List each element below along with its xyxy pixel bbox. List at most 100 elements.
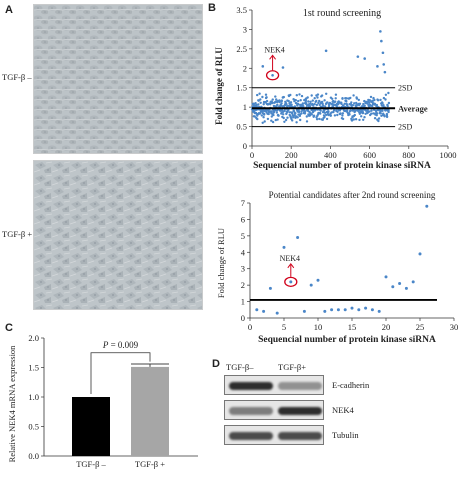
chart-b2-point: [336, 308, 340, 312]
chart-b1-point: [256, 114, 259, 117]
blot-strip: [224, 375, 324, 395]
chart-b1-point: [368, 110, 371, 113]
chart-b2-y-tick-label: 0: [241, 313, 245, 323]
chart-b1-point: [326, 101, 329, 104]
blot-band-label: Tubulin: [332, 430, 359, 440]
chart-c-axes: 0.0 0.5 1.0 1.5 2.0: [28, 333, 198, 461]
chart-b1-y-tick-label: 1: [243, 102, 247, 112]
blot-band: [278, 407, 322, 415]
chart-b2-point: [343, 308, 347, 312]
chart-b1-x-tick-label: 600: [363, 150, 376, 160]
chart-b2-point: [404, 286, 408, 290]
chart-b1-point: [372, 96, 375, 100]
chart-b1-point: [336, 110, 339, 114]
chart-b1-point: [385, 115, 389, 118]
chart-c-y-tick-label: 2.0: [28, 333, 39, 343]
chart-b1-point: [352, 118, 355, 121]
chart-b1-point: [368, 101, 371, 105]
chart-b1-point: [290, 103, 293, 106]
chart-b2-y-tick-label: 6: [241, 214, 245, 224]
chart-b1-point: [263, 120, 266, 123]
chart-b1-point: [260, 114, 263, 117]
chart-b1-point: [263, 112, 266, 116]
chart-b2-point: [357, 308, 361, 312]
chart-b1-point: [286, 116, 289, 119]
chart-b1-point: [334, 93, 338, 96]
chart-b1-point: [289, 101, 293, 104]
chart-b1-point: [310, 94, 313, 97]
chart-b1-point: [303, 112, 307, 115]
chart-b1-point: [379, 109, 382, 113]
chart-b1-point: [313, 103, 316, 106]
chart-b2-point: [370, 308, 374, 312]
chart-b1-point: [275, 111, 278, 114]
chart-b1-highlight-label: NEK4: [264, 45, 284, 54]
chart-b1-reference-label: 2SD: [398, 123, 412, 132]
chart-b1-point: [341, 97, 344, 100]
chart-b1-point: [358, 102, 362, 106]
blot-strip: [224, 425, 324, 445]
panel-a-letter: A: [5, 4, 13, 16]
tgf-plus-label: TGF-β +: [2, 229, 33, 239]
chart-b1-point: [385, 112, 389, 116]
chart-b1-point: [370, 109, 373, 112]
chart-b1-point: [261, 121, 264, 125]
chart-b1-point: [315, 118, 319, 121]
chart-b1-point: [319, 112, 322, 115]
chart-b1-point: [354, 109, 357, 112]
chart-b1-point: [256, 93, 259, 97]
chart-b1-point: [274, 95, 277, 98]
chart-b2-second-round: 0 1 2 3 4 5 6 7 0 5 10 15 20 25 30 NEK4 Potential cand…: [216, 190, 459, 345]
chart-b1-point: [270, 115, 273, 118]
chart-b1-point: [339, 112, 342, 115]
chart-b1-point: [381, 109, 384, 113]
chart-b1-point: [346, 109, 349, 112]
chart-b1-point: [340, 102, 343, 106]
chart-b1-y-tick-label: 0: [243, 141, 247, 151]
chart-b1-point: [271, 101, 274, 105]
chart-b1-point: [350, 101, 353, 104]
chart-b1-point: [362, 118, 365, 122]
panel-b-letter: B: [208, 2, 216, 14]
chart-b2-axes: 0 1 2 3 4 5 6 7 0 5 10 15 20 25 30: [241, 198, 459, 332]
chart-b1-point: [343, 102, 346, 106]
chart-b1-point: [379, 30, 382, 33]
blot-band: [229, 382, 273, 390]
chart-c-category-label: TGF-β –: [76, 459, 106, 469]
chart-b1-point: [353, 102, 356, 105]
chart-b1-point: [280, 102, 283, 105]
chart-b1-point: [271, 73, 274, 77]
chart-b1-point: [267, 112, 270, 116]
chart-c-nek4-mrna: 0.0 0.5 1.0 1.5 2.0 TGF-β – TGF-β + P = 0.009…: [7, 333, 198, 469]
chart-b2-overlay: NEK4: [250, 254, 437, 301]
chart-b1-point: [316, 96, 319, 99]
chart-b2-highlight-arrowhead: [287, 263, 295, 269]
chart-b1-point: [349, 96, 352, 100]
chart-b1-x-tick-label: 0: [250, 150, 254, 160]
chart-b1-point: [299, 118, 302, 122]
chart-b1-point: [274, 109, 277, 112]
chart-b2-point: [418, 252, 422, 256]
chart-b1-point: [271, 98, 274, 101]
chart-b2-point: [425, 204, 429, 208]
chart-b1-y-tick-label: 3: [243, 24, 247, 34]
chart-b1-point: [285, 102, 288, 106]
chart-b1-point: [324, 105, 327, 108]
chart-b2-y-tick-label: 1: [241, 297, 245, 307]
chart-b1-point: [331, 97, 334, 101]
chart-b1-overlay: 2SD Average 2SD NEK4: [252, 45, 428, 132]
chart-b1-point: [261, 65, 265, 68]
chart-b1-point: [384, 93, 388, 97]
chart-b2-x-tick-label: 20: [382, 322, 391, 332]
chart-b1-point: [283, 109, 286, 113]
chart-b2-point: [282, 245, 286, 249]
chart-b1-point: [329, 114, 332, 117]
chart-b1-point: [300, 94, 304, 98]
chart-b1-point: [322, 104, 325, 108]
chart-b1-point: [321, 102, 324, 106]
chart-c-bar: [72, 397, 110, 456]
chart-b1-reference-label: 2SD: [398, 84, 412, 93]
chart-b2-title: Potential candidates after 2nd round scr…: [269, 190, 436, 200]
chart-b1-point: [282, 113, 285, 116]
micrograph-tgf-minus-image: [34, 5, 202, 153]
